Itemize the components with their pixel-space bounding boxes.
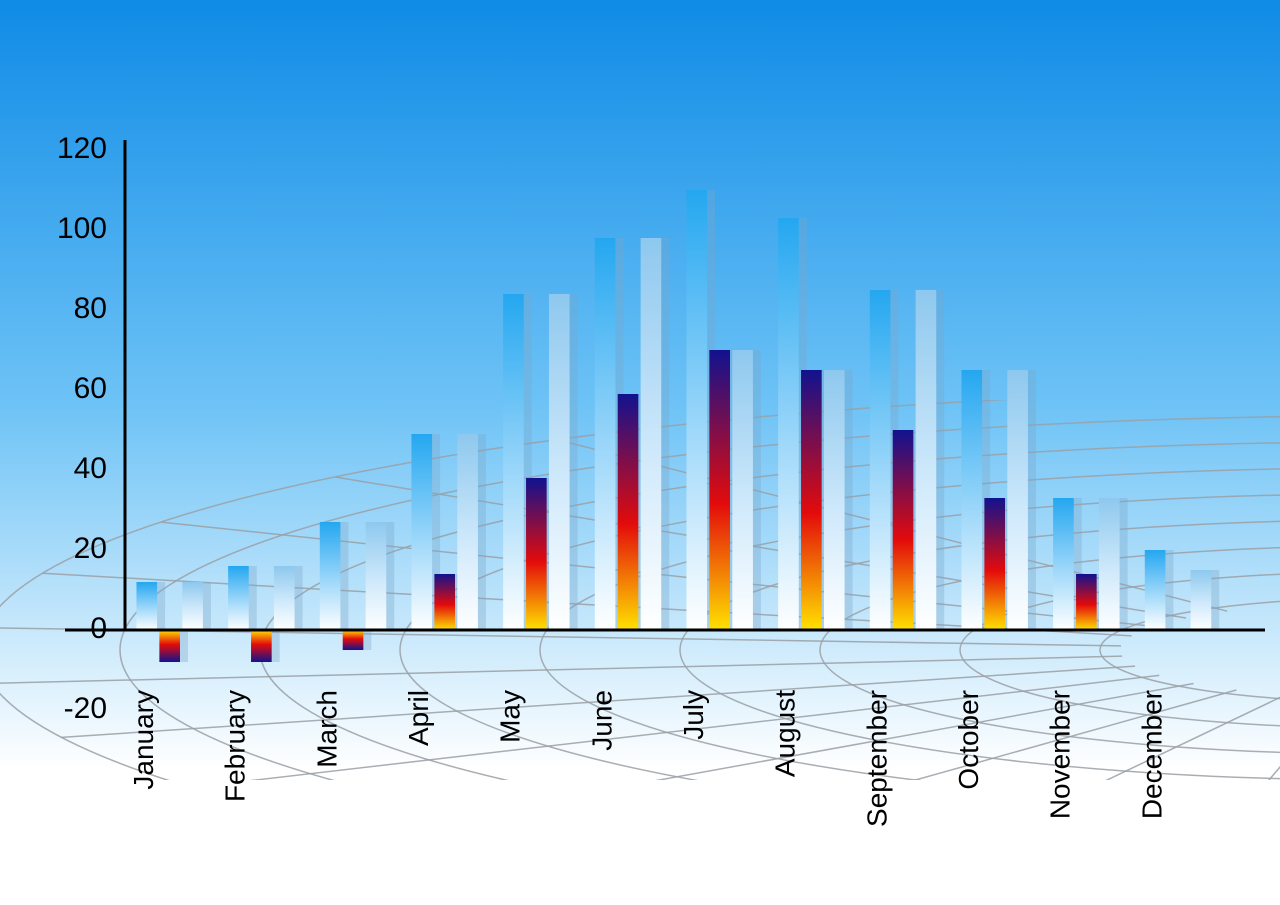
bar-series1_blue_gradient-august [778,218,799,630]
bar-series2_fire_gradient-january [159,630,180,662]
bar-series2_fire_gradient-june [618,394,639,630]
bar-series1_blue_gradient-october [961,370,982,630]
x-tick-label-february: February [220,690,251,802]
bar-series2_fire_gradient-august [801,370,822,630]
y-tick-label: 60 [74,372,107,405]
bar-series3_light_blue-december [1191,570,1212,630]
bar-series2_fire_gradient-november [1076,574,1097,630]
bar-series2_fire_gradient-april [434,574,455,630]
bar-series3_light_blue-january [182,582,203,630]
x-tick-label-september: September [861,690,892,827]
x-tick-label-january: January [128,690,159,790]
bar-series2_fire_gradient-may [526,478,547,630]
bar-series1_blue_gradient-may [503,294,524,630]
bar-series3_light_blue-february [274,566,295,630]
bar-series1_blue_gradient-january [136,582,157,630]
y-tick-label: -20 [64,692,107,725]
y-tick-label: 100 [57,212,107,245]
bar-series3_light_blue-november [1099,498,1120,630]
y-tick-label: 120 [57,132,107,165]
x-tick-label-december: December [1136,690,1167,819]
x-tick-label-june: June [586,690,617,751]
y-tick-label: 40 [74,452,107,485]
bar-series2_fire_gradient-march [343,630,364,650]
bar-series3_light_blue-september [916,290,937,630]
bar-series3_light_blue-october [1007,370,1028,630]
x-tick-label-march: March [311,690,342,768]
bar-series2_fire_gradient-february [251,630,272,662]
y-tick-label: 80 [74,292,107,325]
bar-series3_light_blue-july [732,350,753,630]
bar-series2_fire_gradient-july [709,350,730,630]
bar-series3_light_blue-august [824,370,845,630]
chart-canvas: -20 0 20 40 60 80 100 120 January February March Ap… [0,0,1280,905]
x-tick-label-august: August [770,690,801,777]
x-tick-label-may: May [495,690,526,743]
bar-series3_light_blue-march [366,522,387,630]
bar-series3_light_blue-june [641,238,662,630]
bar-series1_blue_gradient-march [320,522,341,630]
x-tick-label-november: November [1045,690,1076,819]
x-tick-label-october: October [953,690,984,790]
bar-series1_blue_gradient-july [686,190,707,630]
bar-series1_blue_gradient-september [870,290,891,630]
bar-series1_blue_gradient-february [228,566,249,630]
x-tick-label-july: July [678,690,709,740]
bar-series1_blue_gradient-june [595,238,616,630]
bar-series2_fire_gradient-october [984,498,1005,630]
chart-svg: -20 0 20 40 60 80 100 120 January February March Ap… [0,0,1280,905]
bar-series1_blue_gradient-april [411,434,432,630]
x-tick-label-april: April [403,690,434,746]
bar-series1_blue_gradient-december [1145,550,1166,630]
bar-series3_light_blue-april [457,434,478,630]
bar-series2_fire_gradient-september [893,430,914,630]
bar-series3_light_blue-may [549,294,570,630]
y-tick-label: 20 [74,532,107,565]
y-tick-label: 0 [90,612,107,645]
bar-series1_blue_gradient-november [1053,498,1074,630]
